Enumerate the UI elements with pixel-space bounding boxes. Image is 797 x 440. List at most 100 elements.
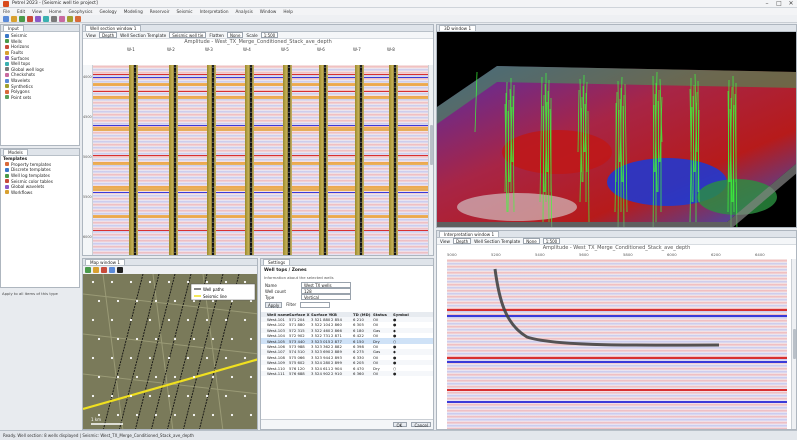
well-header-label[interactable]: W-7	[353, 47, 361, 52]
domain-dropdown[interactable]: Depth	[98, 32, 118, 38]
well-path-3d[interactable]	[582, 85, 585, 153]
3d-viewport[interactable]	[437, 32, 797, 228]
map-well-symbol[interactable]	[110, 280, 114, 284]
map-well-symbol[interactable]	[211, 299, 215, 303]
map-well-symbol[interactable]	[148, 356, 152, 360]
well-path-3d[interactable]	[734, 93, 738, 228]
menu-item-window[interactable]: Window	[259, 9, 277, 14]
map-well-symbol[interactable]	[173, 299, 177, 303]
measure-icon[interactable]	[67, 15, 73, 22]
interpretation-scrollbar[interactable]	[791, 259, 796, 429]
map-well-symbol[interactable]	[224, 356, 228, 360]
map-well-symbol[interactable]	[243, 356, 247, 360]
map-well-symbol[interactable]	[205, 318, 209, 322]
well-header-label[interactable]: W-5	[281, 47, 289, 52]
well-path-3d[interactable]	[549, 108, 553, 228]
tree-item-well-log-templates[interactable]: Well log templates	[1, 173, 79, 179]
apply-button[interactable]: Apply	[265, 302, 283, 308]
new-project-icon[interactable]	[3, 15, 9, 22]
cancel-button[interactable]: Cancel	[411, 421, 431, 428]
map-well-symbol[interactable]	[167, 356, 171, 360]
well-icon[interactable]	[117, 267, 123, 273]
well-path-3d[interactable]	[657, 100, 660, 163]
well-path-3d[interactable]	[587, 110, 590, 223]
well-path-3d[interactable]	[652, 75, 655, 173]
pin-icon[interactable]	[101, 267, 107, 273]
map-well-symbol[interactable]	[211, 337, 215, 341]
table-row[interactable]: West-107 574 510 3 523 690 2 889 6 275 Gas ◆	[261, 349, 433, 355]
map-well-symbol[interactable]	[186, 280, 190, 284]
well-path-3d[interactable]	[542, 105, 545, 193]
well-path-3d[interactable]	[584, 103, 588, 173]
tree-item-synthetics[interactable]: Synthetics	[1, 83, 79, 89]
well-path-3d[interactable]	[619, 98, 623, 183]
well-path-3d[interactable]	[697, 80, 700, 203]
well-log-track[interactable]	[207, 65, 216, 255]
well-path-3d[interactable]	[474, 71, 478, 133]
select-icon[interactable]	[43, 15, 49, 22]
tree-item-well-tops[interactable]: Well tops	[1, 61, 79, 67]
map-well-symbol[interactable]	[97, 337, 101, 341]
map-well-symbol[interactable]	[249, 375, 253, 379]
tab-interpretation[interactable]: Interpretation window 1	[439, 231, 500, 237]
table-row[interactable]: West-104 572 902 3 522 731 2 871 6 422 Oil ●	[261, 333, 433, 338]
field-value-input[interactable]: West TX wells	[301, 282, 351, 288]
column-header[interactable]: Surface X	[289, 311, 310, 317]
well-section-scrollbar[interactable]	[428, 65, 433, 255]
tree-item-property-templates[interactable]: Property templates	[1, 162, 79, 168]
well-log-track[interactable]	[283, 65, 292, 255]
map-well-symbol[interactable]	[173, 337, 177, 341]
map-well-symbol[interactable]	[154, 299, 158, 303]
map-well-symbol[interactable]	[167, 318, 171, 322]
map-well-symbol[interactable]	[230, 375, 234, 379]
well-path-3d[interactable]	[729, 108, 733, 203]
menu-item-file[interactable]: File	[3, 9, 11, 14]
map-well-symbol[interactable]	[192, 375, 196, 379]
menu-item-geophysics[interactable]: Geophysics	[68, 9, 93, 14]
map-canvas[interactable]: Well paths Seismic line 1 km	[83, 274, 258, 430]
map-well-symbol[interactable]	[110, 356, 114, 360]
map-well-symbol[interactable]	[192, 337, 196, 341]
map-well-symbol[interactable]	[129, 318, 133, 322]
well-path-3d[interactable]	[689, 88, 693, 203]
interpretation-seismic-display[interactable]	[447, 259, 787, 429]
well-path-3d[interactable]	[547, 90, 550, 223]
tab-input[interactable]: Input	[3, 25, 24, 31]
map-well-path[interactable]	[151, 274, 192, 430]
map-well-symbol[interactable]	[224, 318, 228, 322]
layer-icon[interactable]	[85, 267, 91, 273]
tree-item-checkshots[interactable]: Checkshots	[1, 72, 79, 78]
map-well-symbol[interactable]	[148, 280, 152, 284]
map-well-path[interactable]	[119, 274, 160, 430]
tree-item-horizons[interactable]: Horizons	[1, 44, 79, 50]
map-well-symbol[interactable]	[173, 413, 177, 417]
map-well-symbol[interactable]	[230, 299, 234, 303]
well-header-label[interactable]: W-6	[317, 47, 325, 52]
well-log-track[interactable]	[169, 65, 178, 255]
interp-flatten-dropdown[interactable]: None	[523, 238, 540, 244]
map-well-symbol[interactable]	[230, 337, 234, 341]
tree-item-global-wavelets[interactable]: Global wavelets	[1, 184, 79, 190]
column-header[interactable]: Surface Y	[311, 311, 332, 317]
table-row[interactable]: West-106 573 988 3 523 362 2 882 6 398 Oil ●	[261, 344, 433, 349]
well-path-3d[interactable]	[577, 89, 580, 153]
pan-icon[interactable]	[51, 15, 57, 22]
tree-item-polygons[interactable]: Polygons	[1, 89, 79, 95]
map-well-symbol[interactable]	[205, 394, 209, 398]
table-row[interactable]: West-108 575 066 3 523 944 2 893 6 330 Oil ●	[261, 355, 433, 360]
map-well-symbol[interactable]	[91, 356, 95, 360]
well-log-track[interactable]	[355, 65, 364, 255]
interp-scale-dropdown[interactable]: 1:500	[542, 238, 561, 244]
flatten-dropdown[interactable]: None	[226, 32, 244, 38]
seismic-section-display[interactable]	[93, 65, 429, 255]
well-log-track[interactable]	[389, 65, 398, 255]
ok-button[interactable]: OK	[393, 421, 408, 428]
table-row[interactable]: West-103 572 315 3 522 460 2 866 6 180 Gas ◆	[261, 327, 433, 334]
well-log-track[interactable]	[129, 65, 138, 255]
map-well-symbol[interactable]	[148, 318, 152, 322]
tree-item-wavelets[interactable]: Wavelets	[1, 78, 79, 84]
map-well-symbol[interactable]	[186, 318, 190, 322]
map-well-symbol[interactable]	[205, 280, 209, 284]
map-well-symbol[interactable]	[211, 413, 215, 417]
well-path-3d[interactable]	[659, 78, 663, 143]
